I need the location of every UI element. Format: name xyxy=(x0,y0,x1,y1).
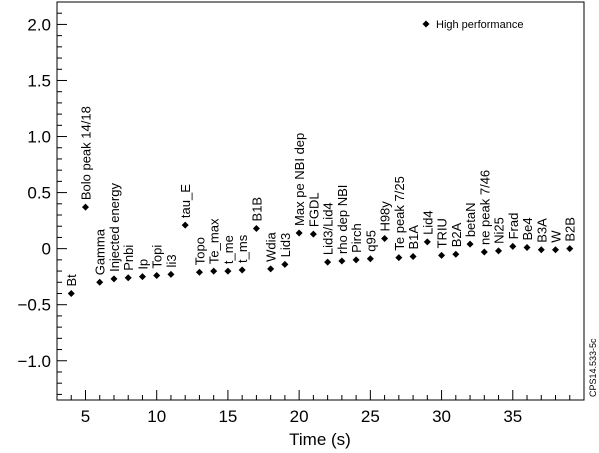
data-point xyxy=(309,230,317,238)
data-point xyxy=(381,235,389,243)
data-point xyxy=(566,245,574,253)
data-point-label: tau_E xyxy=(178,184,193,218)
data-point xyxy=(167,270,175,278)
y-tick-label: −1.0 xyxy=(17,352,51,371)
x-tick-label: 35 xyxy=(503,407,522,426)
data-point xyxy=(409,252,417,260)
side-note: CPS14.533-5c xyxy=(588,338,598,397)
data-point-label: Te_max xyxy=(207,218,222,264)
data-point xyxy=(552,246,560,254)
data-point xyxy=(238,266,246,274)
data-point xyxy=(523,244,531,252)
data-point-label: Be4 xyxy=(520,217,535,240)
data-point-label: Injected energy xyxy=(107,183,122,272)
data-point-label: Pirch xyxy=(349,223,364,253)
data-point xyxy=(81,203,89,211)
data-point xyxy=(252,224,260,232)
data-point-label: B2B xyxy=(563,217,578,242)
y-tick-label: 2.0 xyxy=(27,15,51,34)
data-point-label: B3A xyxy=(534,218,549,243)
legend-label: High performance xyxy=(436,19,523,31)
data-point-label: Lid4 xyxy=(420,210,435,235)
data-point xyxy=(438,251,446,259)
y-tick-label: −0.5 xyxy=(17,296,51,315)
legend-marker xyxy=(422,20,430,28)
data-point xyxy=(480,248,488,256)
data-point-label: Gamma xyxy=(93,228,108,275)
data-point-label: Ni25 xyxy=(492,217,507,244)
data-point xyxy=(295,229,303,237)
data-point-label: Lid3/Lid4 xyxy=(321,202,336,255)
data-point xyxy=(324,258,332,266)
data-point-label: Topo xyxy=(192,237,207,265)
data-point xyxy=(195,268,203,276)
data-point-label: TRIU xyxy=(435,218,450,248)
data-point xyxy=(495,247,503,255)
data-point-label: Wdia xyxy=(264,231,279,261)
data-point-label: Lid3 xyxy=(278,233,293,258)
plot-frame xyxy=(56,1,585,401)
x-axis-title: Time (s) xyxy=(289,430,351,449)
data-point-label: B1B xyxy=(249,197,264,222)
data-point-label: t_me xyxy=(221,235,236,264)
data-point xyxy=(352,256,360,264)
x-tick-label: 20 xyxy=(290,407,309,426)
data-point-label: Max pe NBI dep xyxy=(292,133,307,226)
data-point xyxy=(210,267,218,275)
data-point-label: ne peak 7/46 xyxy=(477,170,492,245)
data-point xyxy=(153,272,161,280)
x-axis-ticks: 5 10 15 20 25 30 35 xyxy=(56,390,585,426)
data-point xyxy=(466,240,474,248)
x-tick-label: 30 xyxy=(432,407,451,426)
data-point-label: betaN xyxy=(463,202,478,237)
y-tick-label: 1.5 xyxy=(27,71,51,90)
data-point-label: Te peak 7/25 xyxy=(392,176,407,250)
data-point-label: t_ms xyxy=(235,234,250,263)
x-tick-label: 10 xyxy=(147,407,166,426)
data-point-label: B1A xyxy=(406,225,421,250)
data-point xyxy=(338,257,346,265)
data-point-label: Bolo peak 14/18 xyxy=(78,106,93,200)
data-point xyxy=(537,246,545,254)
point-labels: Bt Bolo peak 14/18 Gamma Injected energy Pnb… xyxy=(64,106,578,286)
data-point-label: Ip xyxy=(135,259,150,270)
legend: High performance xyxy=(422,19,523,31)
data-point xyxy=(395,254,403,262)
data-point-label: FGDL xyxy=(306,192,321,227)
data-point xyxy=(138,273,146,281)
data-point xyxy=(224,267,232,275)
data-point xyxy=(110,275,118,283)
y-tick-label: 0.5 xyxy=(27,184,51,203)
data-point-label: Pnbi xyxy=(121,245,136,271)
data-point-label: li3 xyxy=(164,254,179,267)
y-tick-label: 0 xyxy=(42,240,51,259)
data-point-label: Frad xyxy=(506,213,521,240)
data-points xyxy=(67,203,574,297)
data-point xyxy=(281,260,289,268)
x-tick-label: 5 xyxy=(81,407,90,426)
data-point-label: H98y xyxy=(378,201,393,232)
data-point xyxy=(267,265,275,273)
y-axis-ticks: −1.0 −0.5 0 0.5 1.0 1.5 2.0 xyxy=(17,1,67,395)
data-point xyxy=(423,238,431,246)
data-point xyxy=(181,221,189,229)
data-point xyxy=(509,242,517,250)
data-point xyxy=(452,250,460,258)
data-point xyxy=(67,289,75,297)
data-point-label: B2A xyxy=(449,222,464,247)
y-tick-label: 1.0 xyxy=(27,128,51,147)
data-point-label: Topi xyxy=(150,245,165,269)
data-point xyxy=(96,278,104,286)
data-point-label: rho dep NBI xyxy=(335,185,350,254)
x-tick-label: 15 xyxy=(218,407,237,426)
data-point-label: q95 xyxy=(363,230,378,252)
data-point xyxy=(124,274,132,282)
data-point-label: Bt xyxy=(64,274,79,287)
x-tick-label: 25 xyxy=(361,407,380,426)
data-point xyxy=(366,255,374,263)
data-point-label: W xyxy=(549,230,564,243)
